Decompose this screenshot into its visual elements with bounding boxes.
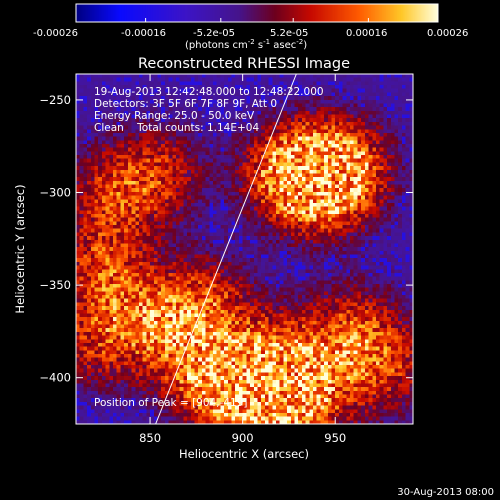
y-tick-label-3: −400 [39,371,71,385]
colorbar-tick-2: -5.2e-05 [193,28,235,39]
y-tick-label-2: −350 [39,278,71,292]
annotation-time-range: 19-Aug-2013 12:42:48.000 to 12:48:22.000 [94,86,324,98]
solar-limb-line [155,73,297,425]
y-axis-label: Heliocentric Y (arcsec) [13,184,27,313]
colorbar-tick-0: -0.00026 [33,28,78,39]
plot-title: Reconstructed RHESSI Image [138,56,350,72]
y-tick-label-1: −300 [39,186,71,200]
plot-frame [75,73,414,425]
y-tick-label-0: −250 [39,93,71,107]
annotation-detectors: Detectors: 3F 5F 6F 7F 8F 9F, Att 0 [94,98,278,110]
colorbar-units: (photons cm-2 s-1 asec-2) [185,38,307,51]
colorbar-tick-5: 0.00026 [427,28,468,39]
colorbar-tick-3: 5.2e-05 [270,28,308,39]
colorbar [76,4,438,22]
axis-ticks: 850 900 950 −250 −300 −350 −400 [39,74,413,445]
x-tick-label-1: 900 [232,431,254,445]
heatmap-image [76,74,413,424]
colorbar-frame [75,3,439,23]
footer-timestamp: 30-Aug-2013 08:00 [397,487,494,498]
annotation-peak: Position of Peak = [904,-419] [94,397,248,409]
annotation-energy: Energy Range: 25.0 - 50.0 keV [94,110,255,122]
colorbar-tick-4: 0.00016 [346,28,387,39]
x-tick-label-2: 950 [324,431,346,445]
x-axis-label: Heliocentric X (arcsec) [179,447,309,461]
colorbar-tick-1: -0.00016 [121,28,166,39]
annotation-clean: Clean Total counts: 1.14E+04 [94,122,260,134]
colorbar-ticks [75,18,439,22]
x-tick-label-0: 850 [139,431,161,445]
